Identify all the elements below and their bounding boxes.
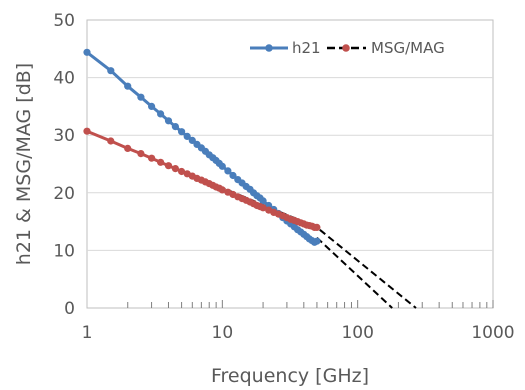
data-point-h21	[229, 171, 237, 180]
data-point-h21	[83, 48, 91, 56]
data-point-msg-mag	[164, 162, 173, 170]
data-point-h21	[224, 167, 232, 175]
plot-area	[86, 19, 494, 309]
data-point-msg-mag	[137, 150, 145, 158]
y-tick-label: 30	[53, 126, 75, 146]
y-tick-label: 20	[53, 184, 75, 204]
legend: h21 MSG/MAG	[250, 39, 445, 57]
data-point-msg-mag	[313, 223, 321, 231]
data-point-h21	[157, 110, 165, 118]
x-tick-label: 1000	[471, 323, 514, 343]
data-point-h21	[313, 237, 321, 245]
data-point-h21	[183, 132, 191, 140]
gridlines	[87, 77, 493, 251]
legend-h21-marker	[265, 44, 273, 52]
trendline-h21	[316, 236, 393, 309]
data-point-msg-mag	[107, 137, 115, 145]
data-point-msg-mag	[83, 127, 91, 135]
x-minor-ticks	[127, 300, 494, 308]
x-tick-label: 1	[82, 323, 93, 343]
data-point-msg-mag	[259, 204, 267, 212]
data-point-h21	[164, 117, 173, 125]
data-point-h21	[171, 123, 179, 131]
data-point-h21	[178, 128, 186, 136]
data-point-msg-mag	[171, 165, 179, 173]
x-tick-label: 100	[341, 323, 373, 343]
data-point-msg-mag	[178, 167, 186, 176]
y-tick-label: 10	[53, 241, 75, 261]
data-point-h21	[137, 93, 145, 101]
legend-msg-label: MSG/MAG	[371, 39, 445, 57]
y-tick-label: 40	[53, 69, 75, 89]
data-point-h21	[107, 67, 115, 75]
data-point-h21	[259, 197, 267, 205]
x-tick-labels: 1 10 100 1000	[82, 323, 515, 343]
data-point-msg-mag	[218, 186, 226, 194]
data-point-h21	[148, 102, 156, 110]
y-tick-label: 50	[53, 11, 75, 31]
legend-msg-marker	[342, 44, 350, 52]
y-tick-label: 0	[64, 299, 75, 319]
series-layer	[83, 48, 321, 246]
data-point-h21	[218, 162, 226, 170]
legend-h21-label: h21	[292, 39, 321, 57]
data-point-msg-mag	[148, 154, 156, 162]
data-point-h21	[188, 136, 196, 144]
y-tick-labels: 0 10 20 30 40 50	[53, 11, 75, 319]
x-tick-label: 10	[212, 323, 234, 343]
y-axis-title: h21 & MSG/MAG [dB]	[13, 63, 35, 265]
data-point-h21	[124, 82, 132, 90]
x-axis-title: Frequency [GHz]	[211, 365, 369, 387]
data-point-msg-mag	[157, 158, 165, 166]
data-point-msg-mag	[124, 144, 132, 152]
